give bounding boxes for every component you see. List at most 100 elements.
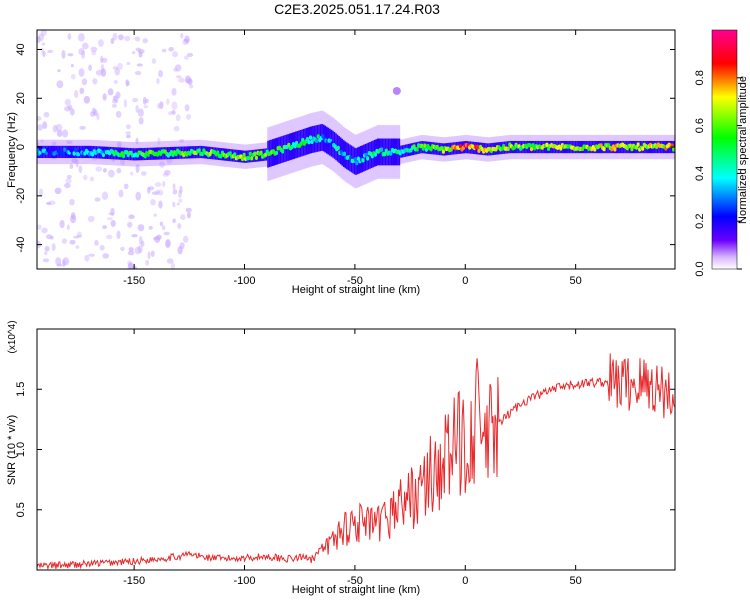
spectrogram-speckle — [173, 67, 178, 72]
spectrogram-speckle — [48, 200, 56, 206]
spectrogram-speckle — [127, 262, 133, 269]
spectrogram-speckle — [148, 226, 153, 230]
spectrogram-cell — [61, 150, 65, 156]
spectrogram-cell — [200, 151, 204, 157]
spectrogram-speckle — [51, 141, 57, 146]
spectrogram-speckle — [126, 81, 131, 86]
spectrogram-speckle — [67, 104, 73, 110]
spectrogram-core — [254, 149, 257, 162]
spectrogram-speckle — [113, 80, 119, 85]
spectrogram-speckle — [66, 224, 70, 231]
spectrogram-speckle — [110, 207, 115, 216]
spectrogram-speckle — [100, 63, 105, 73]
spectrogram-cell — [197, 148, 201, 153]
spectrogram-cell — [219, 154, 223, 159]
spectrogram-speckle — [134, 71, 142, 76]
x-tick-label: -50 — [347, 575, 363, 587]
spectrogram-cell — [383, 151, 387, 157]
spectrogram-speckle — [91, 50, 97, 56]
spectrogram-cell — [293, 144, 297, 149]
spectrogram-speckle — [130, 171, 134, 176]
spectrogram-cell — [233, 152, 237, 157]
spectrogram-speckle — [37, 124, 44, 131]
spectrogram-x-label: Height of straight line (km) — [292, 284, 420, 296]
spectrogram-speckle — [114, 67, 120, 76]
spectrogram-cell — [475, 144, 480, 150]
spectrogram-cell — [301, 137, 305, 143]
spectrogram-speckle — [55, 257, 62, 266]
spectrogram-cell — [254, 155, 259, 161]
spectrogram-speckle — [81, 42, 89, 50]
spectrogram-speckle — [189, 84, 194, 89]
spectrogram-speckle — [106, 234, 113, 240]
spectrogram-speckle — [96, 112, 100, 121]
y-tick-label: 1.0 — [15, 442, 27, 457]
colorbar-gradient — [712, 30, 737, 269]
spectrogram-cell — [274, 150, 279, 156]
spectrogram-cell — [424, 147, 429, 152]
spectrogram-speckle — [183, 38, 190, 42]
spectrogram-cell — [101, 152, 106, 158]
colorbar-tick-label: 0.4 — [694, 166, 706, 181]
spectrogram-speckle — [123, 99, 128, 108]
spectrogram-speckle — [172, 218, 176, 223]
spectrogram-speckle — [166, 258, 174, 264]
snr-y-multiplier: (x10^4) — [7, 320, 18, 353]
spectrogram-cell — [121, 153, 126, 159]
spectrogram-speckle — [171, 101, 178, 110]
spectrogram-cell — [316, 134, 320, 139]
spectrogram-speckle — [88, 253, 96, 257]
spectrogram-speckle — [40, 139, 44, 143]
spectrogram-speckle — [171, 87, 177, 96]
spectrogram-speckle — [64, 98, 71, 106]
spectrogram-speckle — [125, 134, 131, 139]
spectrogram-speckle — [127, 250, 135, 256]
spectrogram-speckle — [94, 240, 99, 246]
spectrogram-cell — [307, 140, 311, 145]
spectrogram-cell — [242, 152, 246, 158]
spectrogram-speckle — [137, 224, 145, 232]
spectrogram-speckle — [124, 35, 131, 42]
spectrogram-speckle — [143, 105, 149, 109]
spectrogram-speckle — [79, 125, 86, 130]
spectrogram-speckle — [128, 214, 135, 220]
spectrogram-cell — [247, 155, 251, 161]
spectrogram-core — [316, 125, 319, 152]
spectrogram-speckle — [138, 51, 143, 58]
snr-series-line — [37, 353, 675, 570]
spectrogram-speckle — [100, 68, 107, 77]
y-tick-label: 0 — [15, 144, 27, 150]
spectrogram-speckle — [90, 46, 98, 53]
spectrogram-speckle — [172, 189, 178, 195]
spectrogram-cell — [366, 156, 370, 161]
spectrogram-speckle — [168, 46, 174, 52]
spectrogram-speckle — [115, 110, 122, 118]
spectrogram-cell — [559, 146, 563, 151]
spectrogram-speckle — [69, 108, 75, 116]
spectrogram-speckle — [42, 121, 48, 130]
spectrogram-speckle — [138, 117, 144, 125]
spectrogram-speckle — [179, 185, 183, 194]
x-tick-label: 50 — [570, 275, 582, 287]
spectrogram-speckle — [107, 88, 114, 96]
spectrogram-speckle — [159, 101, 164, 110]
spectrogram-speckle — [98, 39, 104, 47]
x-tick-label: -150 — [123, 275, 145, 287]
spectrogram-speckle — [120, 158, 126, 166]
spectrogram-speckle — [102, 225, 107, 230]
spectrogram-cell — [602, 146, 606, 152]
spectrogram-speckle — [78, 165, 83, 174]
spectrogram-cell — [373, 152, 378, 157]
spectrogram-speckle — [135, 163, 140, 173]
spectrogram-cell — [355, 160, 359, 166]
spectrogram-core — [75, 145, 78, 159]
y-tick-label: -20 — [15, 188, 27, 204]
spectrogram-cell — [63, 147, 67, 152]
spectrogram-speckle — [41, 42, 46, 46]
spectrogram-speckle — [81, 78, 88, 86]
spectrogram-speckle — [116, 141, 122, 149]
spectrogram-core — [381, 138, 384, 166]
spectrogram-speckle — [131, 234, 138, 238]
snr-x-ticks: -150 -100 -50 0 50 — [123, 329, 582, 587]
spectrogram-speckle — [101, 191, 109, 200]
